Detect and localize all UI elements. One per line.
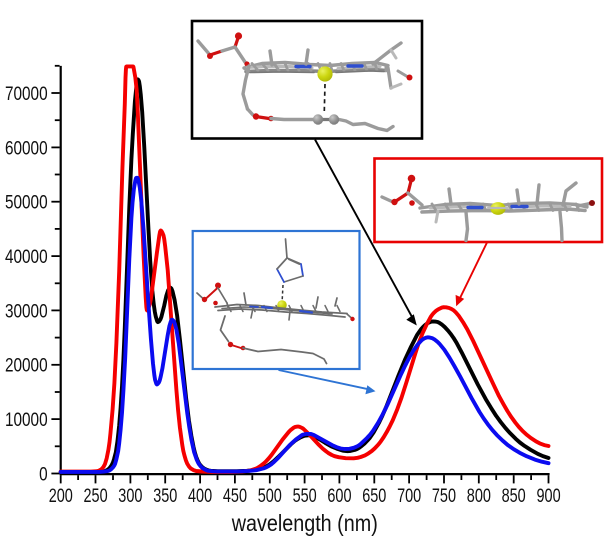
svg-text:400: 400 [188, 486, 212, 507]
svg-text:70000: 70000 [5, 84, 48, 105]
svg-text:650: 650 [362, 486, 386, 507]
svg-text:500: 500 [258, 486, 282, 507]
svg-text:50000: 50000 [5, 193, 48, 214]
svg-text:750: 750 [432, 486, 456, 507]
svg-text:450: 450 [223, 486, 247, 507]
svg-text:30000: 30000 [5, 301, 48, 322]
svg-text:60000: 60000 [5, 138, 48, 159]
svg-text:10000: 10000 [5, 410, 48, 431]
svg-text:20000: 20000 [5, 356, 48, 377]
svg-text:40000: 40000 [5, 247, 48, 268]
svg-text:0: 0 [39, 464, 48, 485]
svg-text:350: 350 [153, 486, 177, 507]
svg-text:900: 900 [537, 486, 561, 507]
svg-text:300: 300 [118, 486, 142, 507]
svg-text:600: 600 [327, 486, 351, 507]
svg-text:550: 550 [293, 486, 317, 507]
svg-text:wavelength (nm): wavelength (nm) [231, 510, 378, 536]
svg-text:800: 800 [467, 486, 491, 507]
svg-text:250: 250 [84, 486, 108, 507]
svg-text:700: 700 [397, 486, 421, 507]
svg-text:200: 200 [49, 486, 73, 507]
svg-text:850: 850 [502, 486, 526, 507]
